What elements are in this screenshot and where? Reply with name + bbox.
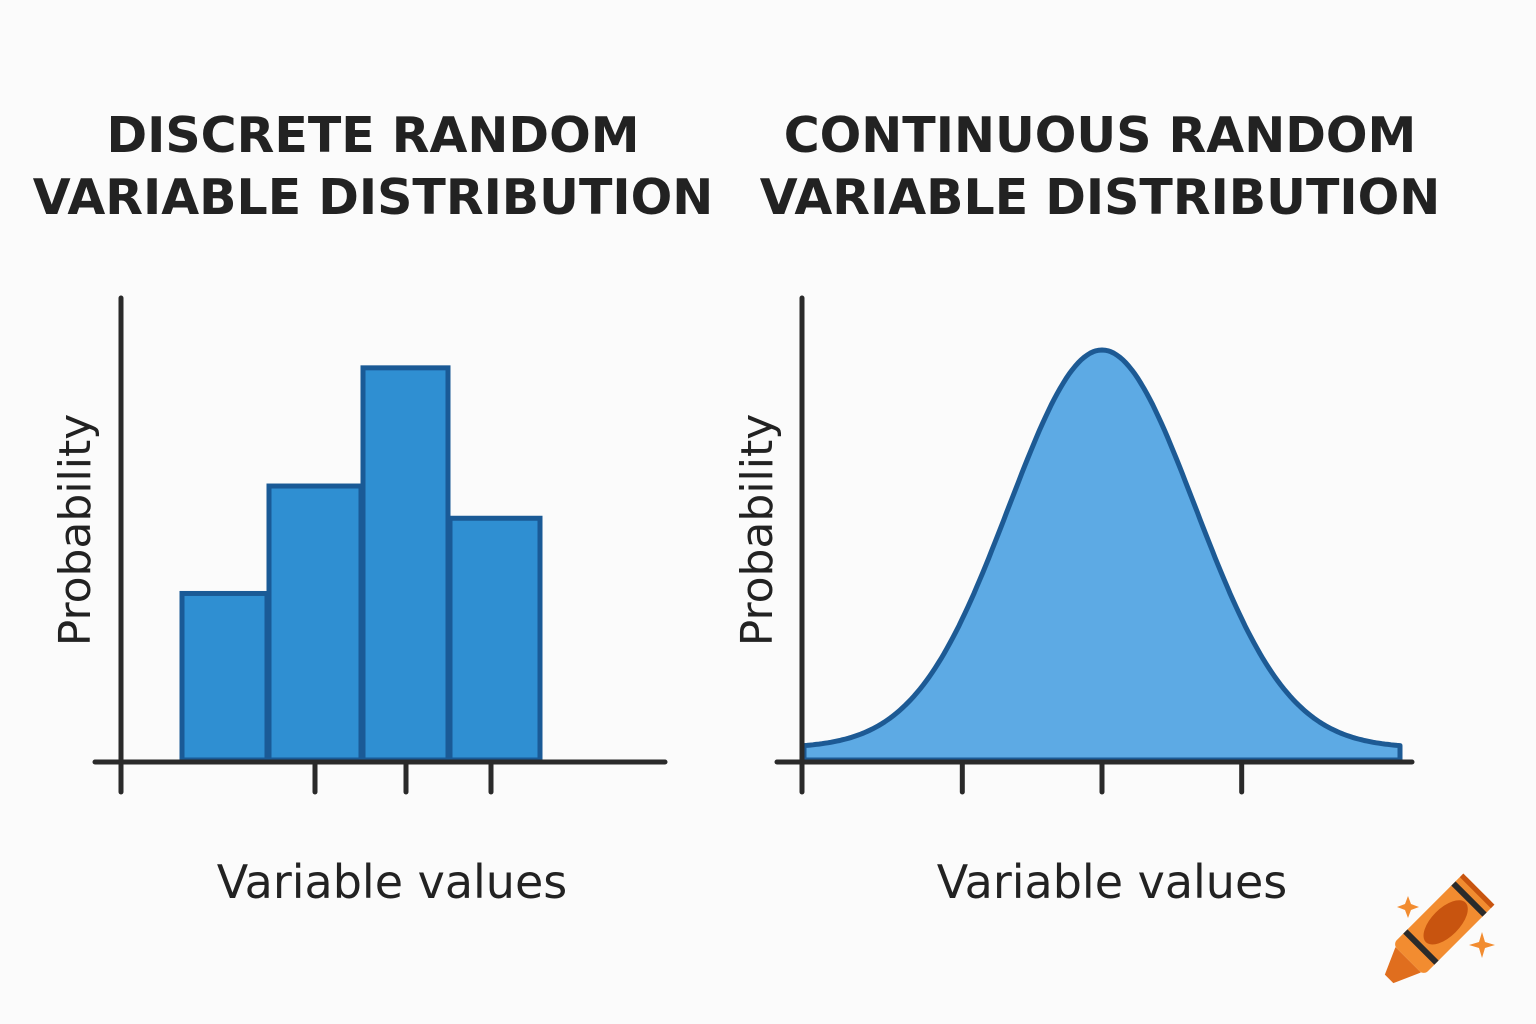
- discrete-chart: DISCRETE RANDOM VARIABLE DISTRIBUTION Pr…: [33, 107, 714, 909]
- sparkle-icon: [1469, 932, 1495, 958]
- continuous-chart: CONTINUOUS RANDOM VARIABLE DISTRIBUTION …: [732, 107, 1440, 909]
- discrete-title-line-1: DISCRETE RANDOM: [106, 107, 639, 164]
- sparkle-icon: [1397, 896, 1419, 918]
- bar: [360, 365, 451, 763]
- bar: [266, 483, 364, 763]
- continuous-title-line-2: VARIABLE DISTRIBUTION: [760, 169, 1441, 226]
- crayon-icon: [1384, 873, 1495, 984]
- continuous-title-line-1: CONTINUOUS RANDOM: [784, 107, 1417, 164]
- discrete-x-label: Variable values: [217, 855, 567, 909]
- bar: [447, 515, 543, 763]
- continuous-x-ticks: [959, 761, 1245, 795]
- discrete-title-line-2: VARIABLE DISTRIBUTION: [33, 169, 714, 226]
- discrete-bars: [179, 365, 543, 763]
- continuous-y-label: Probability: [732, 414, 783, 647]
- continuous-x-label: Variable values: [937, 855, 1287, 909]
- discrete-y-label: Probability: [50, 414, 101, 647]
- normal-density-curve: [801, 347, 1403, 763]
- bar: [179, 590, 270, 763]
